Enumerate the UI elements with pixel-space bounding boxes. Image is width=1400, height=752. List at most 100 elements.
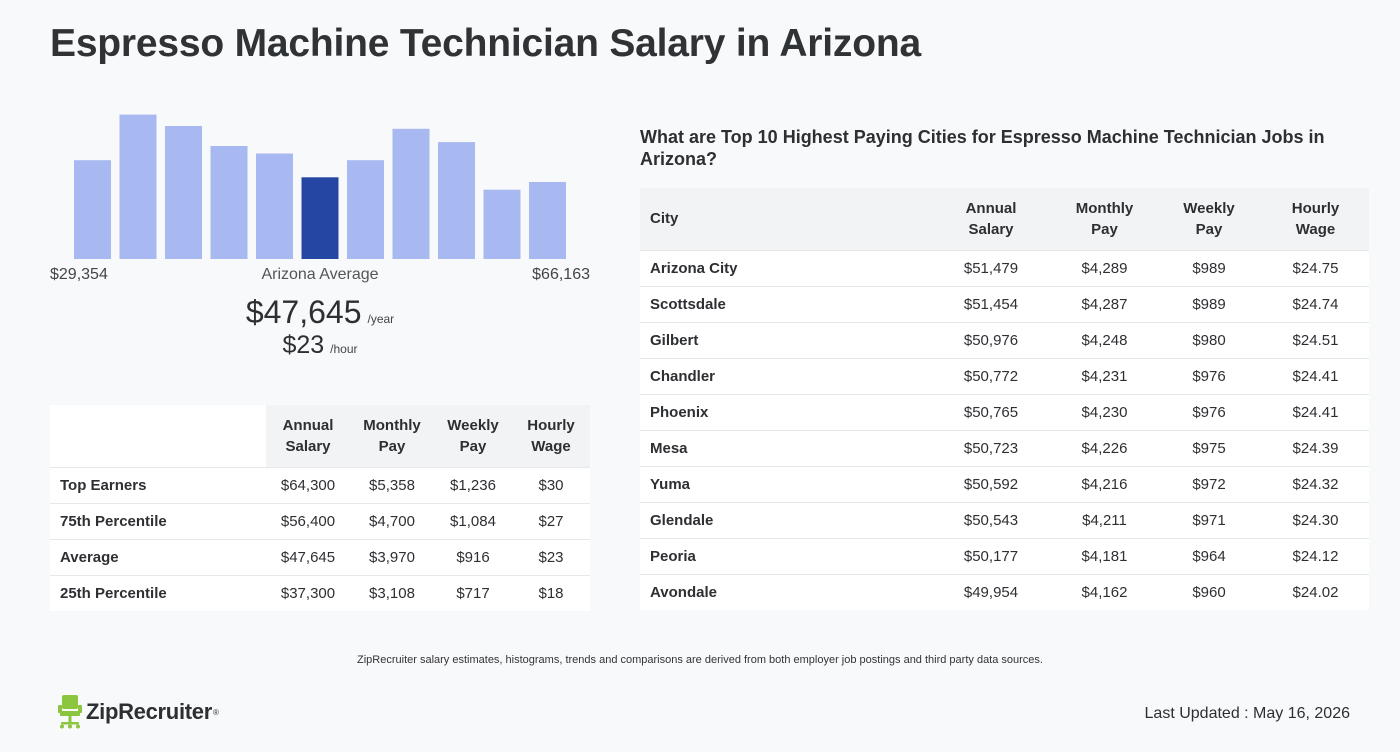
city-hourly-wage: $24.75 bbox=[1262, 249, 1369, 286]
histogram-bar bbox=[165, 126, 202, 259]
histogram-bar bbox=[483, 189, 521, 259]
city-weekly-pay: $976 bbox=[1156, 357, 1262, 394]
city-weekly-pay: $989 bbox=[1156, 249, 1262, 286]
histogram-bar bbox=[529, 182, 566, 259]
average-hourly: $23/hour bbox=[50, 331, 590, 360]
city-row: Arizona City $51,479 $4,289 $989 $24.75 bbox=[640, 249, 1369, 286]
percentile-header-weekly: Weekly Pay bbox=[434, 405, 512, 467]
cities-header-weekly: Weekly Pay bbox=[1156, 188, 1262, 250]
percentile-hourly-wage: $18 bbox=[512, 574, 590, 611]
percentile-row-label: 75th Percentile bbox=[50, 502, 266, 539]
city-annual-salary: $49,954 bbox=[929, 573, 1053, 610]
city-monthly-pay: $4,248 bbox=[1053, 321, 1156, 358]
percentile-weekly-pay: $1,084 bbox=[434, 502, 512, 539]
city-annual-salary: $50,772 bbox=[929, 357, 1053, 394]
percentile-monthly-pay: $4,700 bbox=[350, 502, 434, 539]
cities-header-row: City Annual Salary Monthly Pay Weekly Pay H… bbox=[640, 188, 1369, 250]
percentile-weekly-pay: $717 bbox=[434, 574, 512, 611]
percentile-row: Average $47,645 $3,970 $916 $23 bbox=[50, 538, 590, 575]
city-annual-salary: $50,177 bbox=[929, 537, 1053, 574]
cities-heading: What are Top 10 Highest Paying Cities fo… bbox=[640, 127, 1325, 169]
city-hourly-wage: $24.39 bbox=[1262, 429, 1369, 466]
city-name: Glendale bbox=[640, 501, 929, 538]
cities-header-city: City bbox=[640, 188, 929, 250]
percentile-header-annual: Annual Salary bbox=[266, 405, 350, 467]
city-name: Gilbert bbox=[640, 321, 929, 358]
city-weekly-pay: $989 bbox=[1156, 285, 1262, 322]
city-hourly-wage: $24.02 bbox=[1262, 573, 1369, 610]
histogram-max-label: $66,163 bbox=[532, 266, 590, 283]
histogram-center-label: Arizona Average bbox=[261, 266, 379, 283]
city-weekly-pay: $960 bbox=[1156, 573, 1262, 610]
city-annual-salary: $50,543 bbox=[929, 501, 1053, 538]
city-hourly-wage: $24.32 bbox=[1262, 465, 1369, 502]
city-name: Mesa bbox=[640, 429, 929, 466]
disclaimer: ZipRecruiter salary estimates, histogram… bbox=[357, 654, 1043, 666]
city-row: Gilbert $50,976 $4,248 $980 $24.51 bbox=[640, 321, 1369, 358]
percentile-annual-salary: $47,645 bbox=[266, 538, 350, 575]
percentile-row: Top Earners $64,300 $5,358 $1,236 $30 bbox=[50, 466, 590, 503]
city-name: Peoria bbox=[640, 537, 929, 574]
city-annual-salary: $51,479 bbox=[929, 249, 1053, 286]
logo-text: ZipRecruiter bbox=[86, 699, 212, 724]
histogram-bar bbox=[210, 146, 248, 259]
percentile-hourly-wage: $27 bbox=[512, 502, 590, 539]
city-row: Phoenix $50,765 $4,230 $976 $24.41 bbox=[640, 393, 1369, 430]
cities-header-hourly: Hourly Wage bbox=[1262, 188, 1369, 250]
percentile-row-label: Top Earners bbox=[50, 466, 266, 503]
percentile-weekly-pay: $1,236 bbox=[434, 466, 512, 503]
city-name: Scottsdale bbox=[640, 285, 929, 322]
city-row: Avondale $49,954 $4,162 $960 $24.02 bbox=[640, 573, 1369, 610]
average-yearly-unit: /year bbox=[367, 312, 395, 326]
percentile-header-hourly: Hourly Wage bbox=[512, 405, 590, 467]
histogram-bar bbox=[256, 153, 293, 259]
city-name: Arizona City bbox=[640, 249, 929, 286]
city-row: Chandler $50,772 $4,231 $976 $24.41 bbox=[640, 357, 1369, 394]
percentile-row-label: 25th Percentile bbox=[50, 574, 266, 611]
percentile-annual-salary: $56,400 bbox=[266, 502, 350, 539]
ziprecruiter-logo[interactable]: ZipRecruiter ® bbox=[58, 694, 219, 730]
percentile-monthly-pay: $3,108 bbox=[350, 574, 434, 611]
percentile-row: 75th Percentile $56,400 $4,700 $1,084 $27 bbox=[50, 502, 590, 539]
percentile-header-blank bbox=[50, 405, 266, 467]
logo-trademark: ® bbox=[212, 707, 219, 717]
histogram-bar-average bbox=[301, 177, 339, 259]
histogram-labels: $29,354 Arizona Average $66,163 bbox=[50, 266, 590, 288]
city-row: Glendale $50,543 $4,211 $971 $24.30 bbox=[640, 501, 1369, 538]
city-monthly-pay: $4,211 bbox=[1053, 501, 1156, 538]
percentile-annual-salary: $64,300 bbox=[266, 466, 350, 503]
histogram-bar bbox=[347, 160, 384, 259]
city-hourly-wage: $24.74 bbox=[1262, 285, 1369, 322]
city-annual-salary: $50,976 bbox=[929, 321, 1053, 358]
city-annual-salary: $50,592 bbox=[929, 465, 1053, 502]
percentile-weekly-pay: $916 bbox=[434, 538, 512, 575]
city-monthly-pay: $4,287 bbox=[1053, 285, 1156, 322]
city-row: Peoria $50,177 $4,181 $964 $24.12 bbox=[640, 537, 1369, 574]
city-weekly-pay: $976 bbox=[1156, 393, 1262, 430]
percentile-hourly-wage: $30 bbox=[512, 466, 590, 503]
city-monthly-pay: $4,230 bbox=[1053, 393, 1156, 430]
city-annual-salary: $50,723 bbox=[929, 429, 1053, 466]
histogram-bar bbox=[74, 160, 111, 259]
page-title: Espresso Machine Technician Salary in Ar… bbox=[50, 22, 921, 65]
city-row: Mesa $50,723 $4,226 $975 $24.39 bbox=[640, 429, 1369, 466]
city-row: Scottsdale $51,454 $4,287 $989 $24.74 bbox=[640, 285, 1369, 322]
histogram-bar bbox=[438, 142, 475, 259]
percentile-monthly-pay: $3,970 bbox=[350, 538, 434, 575]
city-monthly-pay: $4,181 bbox=[1053, 537, 1156, 574]
histogram-chart bbox=[74, 114, 566, 259]
average-hourly-amount: $23 bbox=[282, 331, 325, 359]
city-weekly-pay: $964 bbox=[1156, 537, 1262, 574]
city-row: Yuma $50,592 $4,216 $972 $24.32 bbox=[640, 465, 1369, 502]
city-name: Phoenix bbox=[640, 393, 929, 430]
city-monthly-pay: $4,231 bbox=[1053, 357, 1156, 394]
percentile-header-monthly: Monthly Pay bbox=[350, 405, 434, 467]
city-name: Yuma bbox=[640, 465, 929, 502]
last-updated: Last Updated : May 16, 2026 bbox=[1144, 705, 1350, 722]
percentile-table: Annual Salary Monthly Pay Weekly Pay Hourly… bbox=[50, 405, 590, 611]
cities-header-monthly: Monthly Pay bbox=[1053, 188, 1156, 250]
average-yearly-amount: $47,645 bbox=[245, 294, 362, 330]
city-hourly-wage: $24.51 bbox=[1262, 321, 1369, 358]
city-annual-salary: $51,454 bbox=[929, 285, 1053, 322]
